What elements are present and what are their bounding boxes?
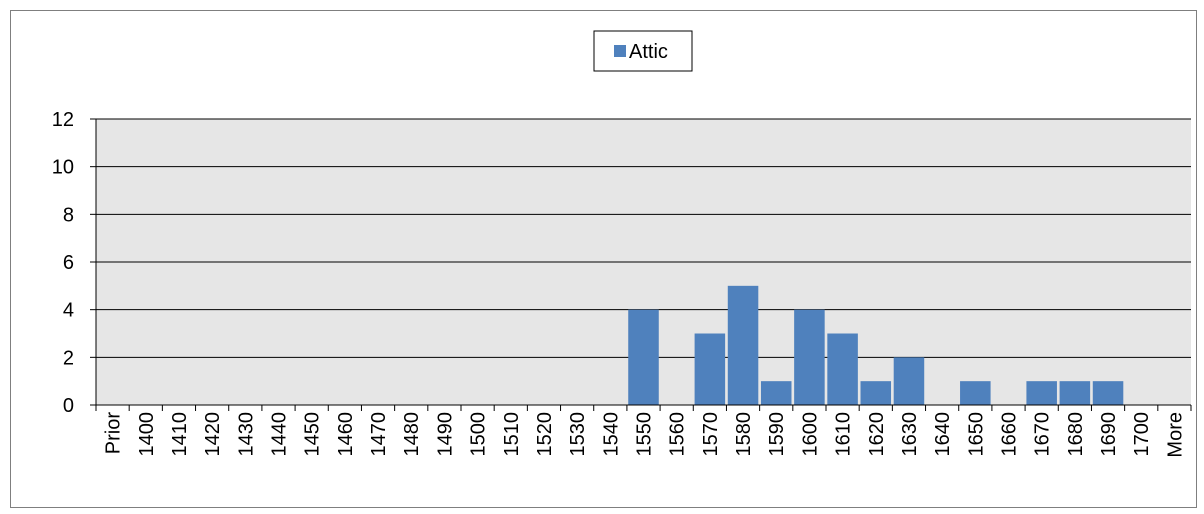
bar bbox=[960, 381, 991, 405]
x-tick-label: 1520 bbox=[534, 412, 556, 457]
x-tick-label: 1460 bbox=[335, 412, 357, 457]
y-tick-label: 6 bbox=[63, 252, 74, 274]
legend-swatch bbox=[614, 45, 626, 57]
x-tick-label: 1420 bbox=[202, 412, 224, 457]
bar bbox=[727, 285, 759, 405]
x-tick-label: 1540 bbox=[600, 412, 622, 457]
x-tick-label: 1640 bbox=[932, 412, 954, 457]
x-tick-label: 1510 bbox=[501, 412, 523, 457]
bar bbox=[827, 333, 858, 405]
y-tick-label: 10 bbox=[52, 157, 74, 179]
x-tick-label: 1690 bbox=[1098, 412, 1120, 457]
x-tick-label: 1650 bbox=[965, 412, 987, 457]
x-tick-label: 1440 bbox=[269, 412, 291, 457]
bar bbox=[694, 333, 726, 405]
legend-box bbox=[593, 30, 693, 72]
x-tick-label: 1630 bbox=[899, 412, 921, 457]
x-tick-label: 1490 bbox=[434, 412, 456, 457]
legend: Attic bbox=[593, 30, 693, 72]
x-tick-label: 1500 bbox=[468, 412, 490, 457]
bar bbox=[893, 357, 925, 405]
x-tick-label: 1680 bbox=[1065, 412, 1087, 457]
bars bbox=[628, 285, 1124, 405]
y-tick-label: 12 bbox=[52, 109, 74, 131]
x-tick-label: 1560 bbox=[667, 412, 689, 457]
y-tick-label: 8 bbox=[63, 204, 74, 226]
bar bbox=[1059, 381, 1091, 405]
x-tick-label: 1550 bbox=[634, 412, 656, 457]
axes bbox=[90, 118, 1192, 411]
x-tick-label: 1590 bbox=[766, 412, 788, 457]
y-tick-label: 4 bbox=[63, 300, 74, 322]
x-tick-label: 1660 bbox=[999, 412, 1021, 457]
bar bbox=[628, 309, 659, 405]
x-tick-label: More bbox=[1164, 412, 1186, 458]
bar bbox=[794, 309, 825, 405]
x-tick-label: Prior bbox=[103, 412, 125, 455]
legend-label: Attic bbox=[629, 41, 668, 63]
x-tick-label: 1480 bbox=[401, 412, 423, 457]
bar bbox=[1092, 381, 1124, 405]
x-tick-labels: Prior 1400 1410 1420 1430 1440 1450 1460 1470 148… bbox=[103, 412, 1187, 458]
bar bbox=[760, 381, 792, 405]
x-tick-label: 1430 bbox=[235, 412, 257, 457]
x-tick-label: 1470 bbox=[368, 412, 390, 457]
x-tick-label: 1610 bbox=[833, 412, 855, 457]
x-tick-label: 1410 bbox=[169, 412, 191, 457]
x-tick-label: 1580 bbox=[733, 412, 755, 457]
x-tick-label: 1570 bbox=[700, 412, 722, 457]
y-tick-label: 2 bbox=[63, 347, 74, 369]
x-tick-label: 1400 bbox=[136, 412, 158, 457]
x-tick-label: 1620 bbox=[866, 412, 888, 457]
x-tick-label: 1450 bbox=[302, 412, 324, 457]
x-tick-label: 1530 bbox=[567, 412, 589, 457]
x-tick-label: 1600 bbox=[799, 412, 821, 457]
bar bbox=[860, 381, 892, 405]
y-tick-labels: 0 2 4 6 8 10 12 bbox=[52, 109, 74, 417]
y-tick-label: 0 bbox=[63, 395, 74, 417]
x-tick-label: 1670 bbox=[1032, 412, 1054, 457]
bar bbox=[1026, 381, 1057, 405]
x-tick-label: 1700 bbox=[1131, 412, 1153, 457]
